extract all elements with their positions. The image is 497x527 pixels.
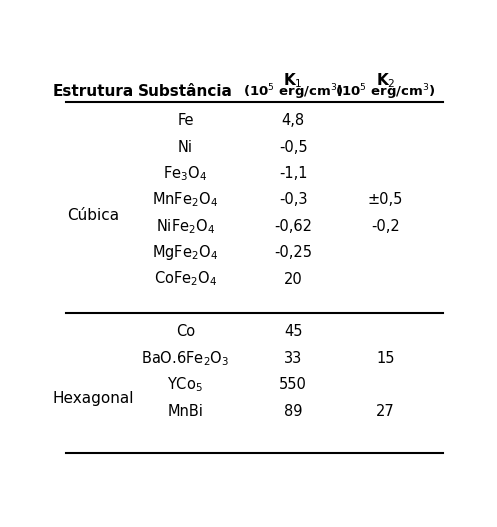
Text: -0,5: -0,5 — [279, 140, 308, 155]
Text: -0,2: -0,2 — [371, 219, 400, 234]
Text: Fe$_3$O$_4$: Fe$_3$O$_4$ — [164, 164, 207, 183]
Text: (10$^5$ erg/cm$^3$): (10$^5$ erg/cm$^3$) — [335, 83, 436, 102]
Text: Co: Co — [176, 325, 195, 339]
Text: -0,25: -0,25 — [274, 245, 312, 260]
Text: ±0,5: ±0,5 — [368, 192, 404, 208]
Text: (10$^5$ erg/cm$^3$): (10$^5$ erg/cm$^3$) — [243, 83, 343, 102]
Text: Hexagonal: Hexagonal — [52, 391, 134, 405]
Text: 33: 33 — [284, 351, 302, 366]
Text: Fe: Fe — [177, 113, 194, 129]
Text: K$_1$: K$_1$ — [283, 71, 303, 90]
Text: 550: 550 — [279, 377, 307, 392]
Text: MnFe$_2$O$_4$: MnFe$_2$O$_4$ — [153, 191, 218, 209]
Text: -0,3: -0,3 — [279, 192, 308, 208]
Text: 20: 20 — [284, 271, 303, 287]
Text: YCo$_5$: YCo$_5$ — [167, 375, 203, 394]
Text: -1,1: -1,1 — [279, 166, 308, 181]
Text: BaO.6Fe$_2$O$_3$: BaO.6Fe$_2$O$_3$ — [141, 349, 230, 368]
Text: MnBi: MnBi — [167, 404, 203, 418]
Text: Substância: Substância — [138, 84, 233, 99]
Text: 89: 89 — [284, 404, 303, 418]
Text: Ni: Ni — [178, 140, 193, 155]
Text: CoFe$_2$O$_4$: CoFe$_2$O$_4$ — [154, 270, 217, 288]
Text: K$_2$: K$_2$ — [376, 71, 396, 90]
Text: 27: 27 — [376, 404, 395, 418]
Text: Cúbica: Cúbica — [67, 208, 119, 223]
Text: 15: 15 — [376, 351, 395, 366]
Text: 4,8: 4,8 — [282, 113, 305, 129]
Text: 45: 45 — [284, 325, 303, 339]
Text: MgFe$_2$O$_4$: MgFe$_2$O$_4$ — [153, 243, 218, 262]
Text: Estrutura: Estrutura — [52, 84, 134, 99]
Text: NiFe$_2$O$_4$: NiFe$_2$O$_4$ — [156, 217, 215, 236]
Text: -0,62: -0,62 — [274, 219, 312, 234]
